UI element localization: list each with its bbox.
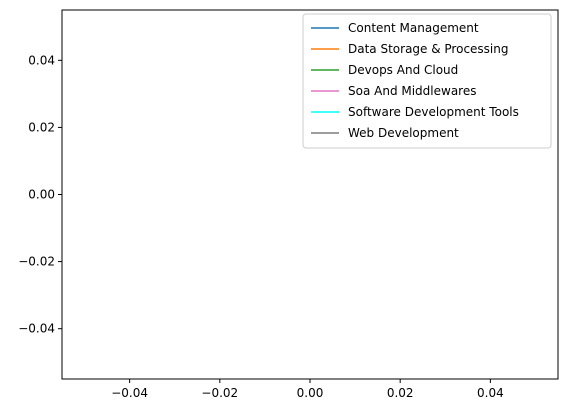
legend-label: Software Development Tools <box>348 105 519 119</box>
legend-box <box>302 13 552 149</box>
y-tick-label: −0.04 <box>18 322 55 336</box>
y-tick-label: 0.00 <box>28 188 55 202</box>
y-tick-label: −0.02 <box>18 255 55 269</box>
legend: Content Management Data Storage & Process… <box>302 13 552 149</box>
y-tick-label: 0.04 <box>28 53 55 67</box>
x-tick-label: 0.04 <box>477 386 504 400</box>
legend-label: Devops And Cloud <box>348 63 458 77</box>
legend-label: Content Management <box>348 21 479 35</box>
x-tick-label: −0.04 <box>111 386 148 400</box>
y-tick-label: 0.02 <box>28 120 55 134</box>
legend-label: Data Storage & Processing <box>348 42 508 56</box>
y-axis: −0.04 −0.02 0.00 0.02 0.04 <box>18 53 62 336</box>
legend-label: Soa And Middlewares <box>348 84 476 98</box>
x-tick-label: 0.02 <box>387 386 414 400</box>
legend-label: Web Development <box>348 126 459 140</box>
x-axis: −0.04 −0.02 0.00 0.02 0.04 <box>111 379 504 400</box>
x-tick-label: 0.00 <box>297 386 324 400</box>
x-tick-label: −0.02 <box>201 386 238 400</box>
